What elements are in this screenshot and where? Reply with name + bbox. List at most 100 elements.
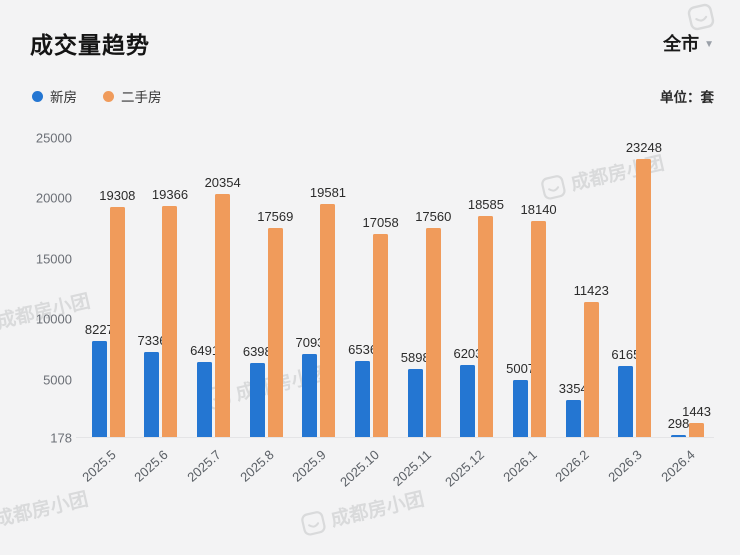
bar-group: 6536 17058 2025.10 xyxy=(337,138,399,490)
brand-logo-icon xyxy=(301,510,326,536)
bar-二手房[interactable]: 19308 xyxy=(99,188,135,438)
bar-二手房[interactable]: 19366 xyxy=(152,187,188,438)
bar-value-label: 5007 xyxy=(506,360,536,376)
legend-dot-new-homes xyxy=(32,90,43,102)
bar-value-label: 7093 xyxy=(295,335,325,351)
bar-value-label: 11423 xyxy=(573,283,609,299)
bar-新房[interactable]: 3354 xyxy=(559,381,588,438)
brand-logo-icon xyxy=(687,3,715,31)
chart-header: 成交量趋势 全市 ▼ xyxy=(30,26,714,60)
legend-label: 二手房 xyxy=(121,90,162,105)
x-axis-label: 2025.6 xyxy=(131,447,172,485)
bar-value-label: 6491 xyxy=(190,342,220,358)
legend-item-new-homes[interactable]: 新房 xyxy=(32,86,77,106)
bar-二手房[interactable]: 1443 xyxy=(682,404,711,438)
bar-二手房[interactable]: 23248 xyxy=(626,140,662,438)
bar-二手房[interactable]: 18140 xyxy=(521,202,557,438)
bar-group: 7093 19581 2025.9 xyxy=(289,138,346,485)
bar-value-label: 23248 xyxy=(625,140,662,156)
bar-chart: 25000 20000 15000 10000 5000 178 8227 19308 202… xyxy=(28,131,714,490)
watermark-text: 成都房小团 xyxy=(0,489,91,531)
bar-value-label: 17560 xyxy=(415,208,452,224)
chevron-down-icon: ▼ xyxy=(704,38,714,50)
x-axis-label: 2026.3 xyxy=(605,447,645,485)
bar-value-label: 298 xyxy=(667,416,690,432)
y-axis-tick-label: 178 xyxy=(50,430,72,446)
y-axis-tick-label: 15000 xyxy=(35,251,72,267)
bar-二手房[interactable]: 17058 xyxy=(363,215,399,438)
bar-二手房[interactable]: 11423 xyxy=(574,283,609,438)
bar-新房[interactable]: 7093 xyxy=(295,335,324,438)
x-axis-label: 2025.12 xyxy=(441,447,487,490)
bar-新房[interactable]: 6491 xyxy=(190,343,219,438)
bar-value-label: 6165 xyxy=(611,346,641,362)
x-axis-label: 2026.1 xyxy=(500,447,540,485)
bar-value-label: 17058 xyxy=(362,215,399,230)
bar-二手房[interactable]: 17569 xyxy=(257,209,293,438)
bar-group: 3354 11423 2026.2 xyxy=(553,138,609,485)
bar-新房[interactable]: 7336 xyxy=(138,333,166,438)
bar-value-label: 17569 xyxy=(257,208,294,224)
bar-新房[interactable]: 6203 xyxy=(453,346,482,438)
unit-label: 单位：套 xyxy=(660,90,714,105)
bar-新房[interactable]: 8227 xyxy=(85,322,114,438)
plot-area: 8227 19308 2025.5 7336 19366 2025.6 6491 20354 2… xyxy=(76,138,714,490)
brand-logo-icon xyxy=(541,174,566,200)
region-selector[interactable]: 全市 ▼ xyxy=(663,30,714,56)
x-axis-label: 2025.11 xyxy=(390,447,435,489)
bar-value-label: 5898 xyxy=(400,349,430,365)
bar-新房[interactable]: 6165 xyxy=(611,347,640,438)
x-axis-label: 2025.10 xyxy=(336,447,382,490)
bar-value-label: 18140 xyxy=(520,201,557,217)
bar-group: 6491 20354 2025.7 xyxy=(184,138,241,485)
bar-group: 298 1443 2026.4 xyxy=(658,138,711,485)
region-selector-value: 全市 xyxy=(663,34,700,54)
bar-value-label: 3354 xyxy=(558,380,588,396)
bar-二手房[interactable]: 19581 xyxy=(310,185,346,438)
bar-group: 5007 18140 2026.1 xyxy=(500,138,557,485)
bar-group: 6203 18585 2025.12 xyxy=(442,138,504,490)
bar-二手房[interactable]: 20354 xyxy=(205,175,241,438)
bar-group: 6165 23248 2026.3 xyxy=(605,138,662,485)
bar-新房[interactable]: 6536 xyxy=(348,342,377,438)
bar-value-label: 6398 xyxy=(242,343,272,359)
watermark: 成都房小团 xyxy=(299,484,427,538)
x-axis-label: 2025.8 xyxy=(236,447,277,485)
y-axis-tick-label: 20000 xyxy=(35,190,72,206)
x-axis-label: 2026.2 xyxy=(552,447,593,485)
watermark-text: 成都房小团 xyxy=(328,489,427,531)
legend-row: 新房 二手房 单位：套 xyxy=(32,86,714,106)
watermark xyxy=(685,1,716,32)
bar-二手房[interactable]: 18585 xyxy=(468,197,504,438)
legend-dot-second-hand xyxy=(103,90,114,102)
bar-value-label: 7336 xyxy=(137,332,167,348)
y-axis-tick-label: 5000 xyxy=(43,372,72,388)
bar-新房[interactable]: 6398 xyxy=(243,344,272,438)
bar-value-label: 19581 xyxy=(309,184,347,200)
bar-value-label: 6203 xyxy=(453,346,483,362)
bar-group: 8227 19308 2025.5 xyxy=(79,138,136,485)
x-axis-label: 2025.7 xyxy=(184,447,224,485)
bar-value-label: 1443 xyxy=(682,403,712,419)
x-axis-label: 2025.5 xyxy=(78,447,119,485)
page-title: 成交量趋势 xyxy=(30,32,150,58)
bar-value-label: 8227 xyxy=(84,321,114,337)
legend-label: 新房 xyxy=(50,90,77,105)
bar-新房[interactable]: 5007 xyxy=(506,361,535,438)
y-axis: 25000 20000 15000 10000 5000 178 xyxy=(28,131,74,446)
bar-value-label: 20354 xyxy=(204,175,241,191)
bar-value-label: 19308 xyxy=(99,187,136,203)
bar-二手房[interactable]: 17560 xyxy=(415,209,451,438)
watermark: 成都房小团 xyxy=(0,484,90,538)
x-axis-label: 2026.4 xyxy=(657,447,698,485)
watermark: 成都房小团 xyxy=(539,148,667,202)
bar-value-label: 19366 xyxy=(151,187,189,203)
bar-value-label: 6536 xyxy=(348,342,378,358)
y-axis-tick-label: 25000 xyxy=(35,130,72,146)
bar-新房[interactable]: 298 xyxy=(668,416,689,438)
legend-item-second-hand[interactable]: 二手房 xyxy=(103,86,162,106)
bar-value-label: 18585 xyxy=(467,196,504,212)
bar-group: 5898 17560 2025.11 xyxy=(390,138,451,489)
bar-新房[interactable]: 5898 xyxy=(401,350,430,438)
y-axis-tick-label: 10000 xyxy=(35,311,72,327)
